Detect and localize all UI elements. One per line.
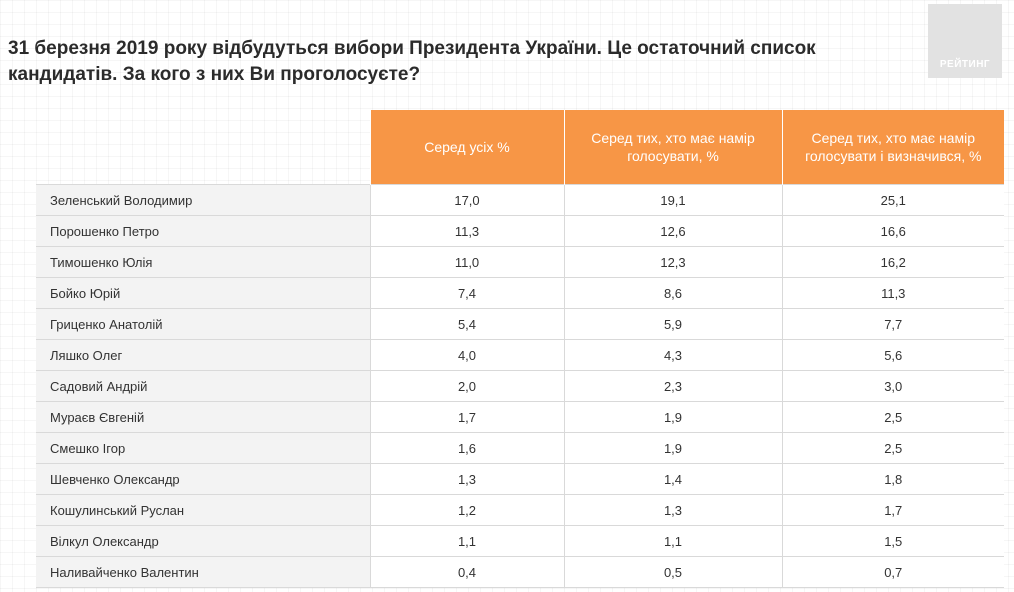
- candidate-name: Тимошенко Юлія: [36, 246, 370, 278]
- value-decided: 2,5: [781, 432, 1004, 464]
- value-intend: 0,5: [563, 556, 782, 588]
- candidate-name: Наливайченко Валентин: [36, 556, 370, 588]
- value-intend: 4,3: [563, 339, 782, 371]
- column-header-intend: Серед тих, хто має намір голосувати, %: [563, 110, 782, 185]
- value-decided: 25,1: [781, 184, 1004, 216]
- table-body: Зеленський Володимир 17,0 19,1 25,1 Порошенк…: [36, 184, 1004, 588]
- table-row: Тимошенко Юлія 11,0 12,3 16,2: [36, 246, 1004, 278]
- value-all: 5,4: [369, 308, 564, 340]
- candidate-name: Зеленський Володимир: [36, 184, 370, 216]
- value-decided: 2,5: [781, 401, 1004, 433]
- value-decided: 16,2: [781, 246, 1004, 278]
- value-decided: 1,8: [781, 463, 1004, 495]
- header-empty-cell: [36, 110, 370, 185]
- candidate-name: Садовий Андрій: [36, 370, 370, 402]
- value-decided: 11,3: [781, 277, 1004, 309]
- value-intend: 1,4: [563, 463, 782, 495]
- candidate-name: Шевченко Олександр: [36, 463, 370, 495]
- rating-logo: РЕЙТИНГ: [928, 4, 1002, 78]
- table-row: Гриценко Анатолій 5,4 5,9 7,7: [36, 308, 1004, 340]
- column-header-all: Серед усіх %: [369, 110, 564, 185]
- logo-text: РЕЙТИНГ: [939, 59, 991, 70]
- candidate-name: Ляшко Олег: [36, 339, 370, 371]
- candidate-name: Вілкул Олександр: [36, 525, 370, 557]
- value-intend: 2,3: [563, 370, 782, 402]
- value-decided: 16,6: [781, 215, 1004, 247]
- results-table: Серед усіх % Серед тих, хто має намір го…: [36, 110, 1004, 588]
- table-row: Вілкул Олександр 1,1 1,1 1,5: [36, 525, 1004, 557]
- value-all: 2,0: [369, 370, 564, 402]
- value-all: 11,3: [369, 215, 564, 247]
- table-row: Бойко Юрій 7,4 8,6 11,3: [36, 277, 1004, 309]
- value-decided: 0,7: [781, 556, 1004, 588]
- value-all: 1,7: [369, 401, 564, 433]
- value-decided: 5,6: [781, 339, 1004, 371]
- value-intend: 19,1: [563, 184, 782, 216]
- candidate-name: Смешко Ігор: [36, 432, 370, 464]
- value-intend: 8,6: [563, 277, 782, 309]
- candidate-name: Бойко Юрій: [36, 277, 370, 309]
- value-intend: 1,9: [563, 432, 782, 464]
- value-decided: 1,5: [781, 525, 1004, 557]
- table-row: Садовий Андрій 2,0 2,3 3,0: [36, 370, 1004, 402]
- table-row: Шевченко Олександр 1,3 1,4 1,8: [36, 463, 1004, 495]
- page-title: 31 березня 2019 року відбудуться вибори …: [8, 38, 816, 85]
- candidate-name: Кошулинський Руслан: [36, 494, 370, 526]
- table-row: Смешко Ігор 1,6 1,9 2,5: [36, 432, 1004, 464]
- value-intend: 1,3: [563, 494, 782, 526]
- value-all: 0,4: [369, 556, 564, 588]
- value-intend: 1,9: [563, 401, 782, 433]
- value-all: 1,1: [369, 525, 564, 557]
- value-intend: 1,1: [563, 525, 782, 557]
- table-row: Наливайченко Валентин 0,4 0,5 0,7: [36, 556, 1004, 588]
- candidate-name: Мураєв Євгеній: [36, 401, 370, 433]
- value-all: 1,2: [369, 494, 564, 526]
- table-row: Кошулинський Руслан 1,2 1,3 1,7: [36, 494, 1004, 526]
- value-intend: 12,6: [563, 215, 782, 247]
- value-decided: 7,7: [781, 308, 1004, 340]
- table-row: Ляшко Олег 4,0 4,3 5,6: [36, 339, 1004, 371]
- value-all: 1,6: [369, 432, 564, 464]
- value-all: 1,3: [369, 463, 564, 495]
- table-row: Зеленський Володимир 17,0 19,1 25,1: [36, 184, 1004, 216]
- candidate-name: Гриценко Анатолій: [36, 308, 370, 340]
- value-decided: 3,0: [781, 370, 1004, 402]
- value-all: 7,4: [369, 277, 564, 309]
- value-all: 11,0: [369, 246, 564, 278]
- table-header-row: Серед усіх % Серед тих, хто має намір го…: [36, 110, 1004, 185]
- value-all: 17,0: [369, 184, 564, 216]
- value-decided: 1,7: [781, 494, 1004, 526]
- candidate-name: Порошенко Петро: [36, 215, 370, 247]
- table-row: Порошенко Петро 11,3 12,6 16,6: [36, 215, 1004, 247]
- table-row: Мураєв Євгеній 1,7 1,9 2,5: [36, 401, 1004, 433]
- value-intend: 12,3: [563, 246, 782, 278]
- column-header-decided: Серед тих, хто має намір голосувати і ви…: [781, 110, 1004, 185]
- value-all: 4,0: [369, 339, 564, 371]
- value-intend: 5,9: [563, 308, 782, 340]
